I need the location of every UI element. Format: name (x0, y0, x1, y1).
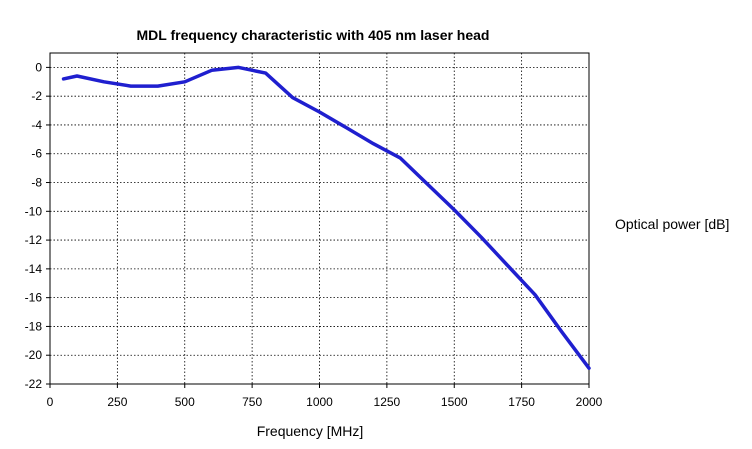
y-tick-label: -8 (31, 176, 42, 190)
x-tick-label: 1250 (374, 395, 401, 409)
x-tick-label: 750 (242, 395, 262, 409)
grid-lines (50, 53, 589, 384)
x-tick-label: 250 (107, 395, 127, 409)
x-tick-label: 500 (175, 395, 195, 409)
y-tick-label: -20 (25, 348, 43, 362)
y-tick-label: -18 (25, 319, 43, 333)
axis-ticks: 0 250 500 750 1000 1250 1500 1750 2000 0 -2 -4 -6 -8 -… (25, 60, 603, 409)
y-tick-label: -14 (25, 262, 43, 276)
y-tick-label: 0 (35, 60, 42, 74)
x-tick-label: 1000 (306, 395, 333, 409)
series-layer (61, 65, 591, 370)
y-tick-label: -10 (25, 204, 43, 218)
y-tick-label: -22 (25, 377, 43, 391)
chart-title: MDL frequency characteristic with 405 nm… (137, 27, 490, 43)
x-tick-label: 2000 (576, 395, 603, 409)
series-line (61, 65, 591, 370)
x-tick-label: 1500 (441, 395, 468, 409)
y-tick-label: -6 (31, 147, 42, 161)
x-tick-label: 1750 (508, 395, 535, 409)
y-axis-label: Optical power [dB] (615, 216, 729, 232)
x-axis-label: Frequency [MHz] (257, 423, 364, 439)
y-tick-label: -2 (31, 89, 42, 103)
y-tick-label: -4 (31, 118, 42, 132)
y-tick-label: -12 (25, 233, 43, 247)
y-tick-label: -16 (25, 291, 43, 305)
x-tick-label: 0 (47, 395, 54, 409)
